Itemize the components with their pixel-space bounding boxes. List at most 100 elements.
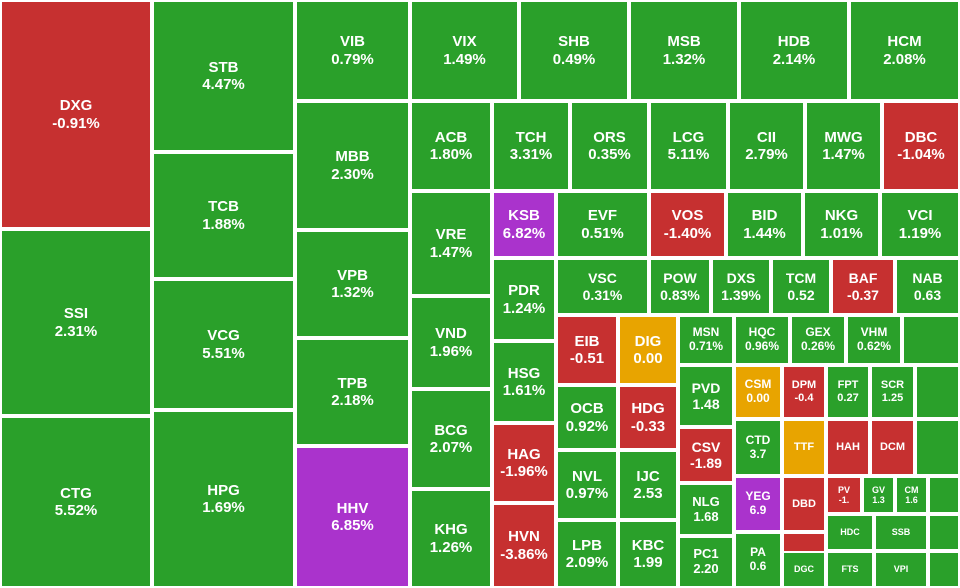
cell-ticker: DBD xyxy=(792,498,816,511)
treemap-cell-ocb[interactable]: OCB0.92% xyxy=(556,385,618,450)
treemap-cell-ssb[interactable]: SSB xyxy=(874,514,928,551)
treemap-cell-dbc[interactable]: DBC-1.04% xyxy=(882,101,960,191)
treemap-cell-mwg[interactable]: MWG1.47% xyxy=(805,101,882,191)
cell-percent: 5.51% xyxy=(202,345,245,362)
cell-percent: -1. xyxy=(839,495,850,505)
treemap-cell-pc1[interactable]: PC12.20 xyxy=(678,536,734,588)
treemap-cell-yeg[interactable]: YEG6.9 xyxy=(734,476,782,532)
treemap-cell-hpg[interactable]: HPG1.69% xyxy=(152,410,295,588)
treemap-cell-nlg[interactable]: NLG1.68 xyxy=(678,483,734,536)
treemap-cell-ttf[interactable]: TTF xyxy=(782,419,826,476)
treemap-cell-dcm[interactable]: DCM xyxy=(870,419,915,476)
treemap-cell-fpt[interactable]: FPT0.27 xyxy=(826,365,870,419)
treemap-cell-shb[interactable]: SHB0.49% xyxy=(519,0,629,101)
treemap-cell-tpb[interactable]: TPB2.18% xyxy=(295,338,410,446)
treemap-cell-dxs[interactable]: DXS1.39% xyxy=(711,258,771,315)
treemap-cell-pow[interactable]: POW0.83% xyxy=(649,258,711,315)
treemap-cell-hdc[interactable]: HDC xyxy=(826,514,874,551)
cell-percent: -1.04% xyxy=(897,146,945,163)
treemap-cell[interactable] xyxy=(902,315,960,365)
treemap-cell-eib[interactable]: EIB-0.51 xyxy=(556,315,618,385)
cell-percent: 0.92% xyxy=(566,418,609,435)
treemap-cell-hqc[interactable]: HQC0.96% xyxy=(734,315,790,365)
treemap-cell-stb[interactable]: STB4.47% xyxy=(152,0,295,152)
treemap-cell-fts[interactable]: FTS xyxy=(826,551,874,588)
treemap-cell-tch[interactable]: TCH3.31% xyxy=(492,101,570,191)
cell-ticker: GEX xyxy=(805,326,830,340)
treemap-cell-vci[interactable]: VCI1.19% xyxy=(880,191,960,258)
treemap-cell-hsg[interactable]: HSG1.61% xyxy=(492,341,556,423)
treemap-cell[interactable] xyxy=(915,365,960,419)
treemap-cell-mbb[interactable]: MBB2.30% xyxy=(295,101,410,230)
treemap-cell-kbc[interactable]: KBC1.99 xyxy=(618,520,678,588)
treemap-cell-tcm[interactable]: TCM0.52 xyxy=(771,258,831,315)
treemap-cell-hhv[interactable]: HHV6.85% xyxy=(295,446,410,588)
treemap-cell-hag[interactable]: HAG-1.96% xyxy=(492,423,556,503)
treemap-cell-vpi[interactable]: VPI xyxy=(874,551,928,588)
treemap-cell-lcg[interactable]: LCG5.11% xyxy=(649,101,728,191)
treemap-cell-nvl[interactable]: NVL0.97% xyxy=(556,450,618,520)
cell-ticker: BAF xyxy=(849,270,878,286)
treemap-cell-vsc[interactable]: VSC0.31% xyxy=(556,258,649,315)
treemap-cell-dpm[interactable]: DPM-0.4 xyxy=(782,365,826,419)
treemap-cell-msb[interactable]: MSB1.32% xyxy=(629,0,739,101)
cell-percent: -1.96% xyxy=(500,463,548,480)
treemap-cell-pvd[interactable]: PVD1.48 xyxy=(678,365,734,427)
treemap-cell-bcg[interactable]: BCG2.07% xyxy=(410,389,492,489)
cell-ticker: EVF xyxy=(588,207,617,224)
treemap-cell-vpb[interactable]: VPB1.32% xyxy=(295,230,410,338)
treemap-cell-pv[interactable]: PV-1. xyxy=(826,476,862,514)
treemap-cell[interactable] xyxy=(928,551,960,588)
treemap-cell-ssi[interactable]: SSI2.31% xyxy=(0,229,152,416)
cell-percent: -0.51 xyxy=(570,350,604,367)
treemap-cell-baf[interactable]: BAF-0.37 xyxy=(831,258,895,315)
treemap-cell-lpb[interactable]: LPB2.09% xyxy=(556,520,618,588)
treemap-cell-hcm[interactable]: HCM2.08% xyxy=(849,0,960,101)
treemap-cell-hdg[interactable]: HDG-0.33 xyxy=(618,385,678,450)
treemap-cell-dgc[interactable]: DGC xyxy=(782,551,826,588)
treemap-cell-vix[interactable]: VIX1.49% xyxy=(410,0,519,101)
cell-percent: 2.07% xyxy=(430,439,473,456)
treemap-cell-msn[interactable]: MSN0.71% xyxy=(678,315,734,365)
treemap-cell-hvn[interactable]: HVN-3.86% xyxy=(492,503,556,588)
treemap-cell-pdr[interactable]: PDR1.24% xyxy=(492,258,556,341)
treemap-cell-nab[interactable]: NAB0.63 xyxy=(895,258,960,315)
treemap-cell-evf[interactable]: EVF0.51% xyxy=(556,191,649,258)
cell-percent: 3.7 xyxy=(750,448,767,462)
treemap-cell-vre[interactable]: VRE1.47% xyxy=(410,191,492,296)
treemap-cell[interactable] xyxy=(915,419,960,476)
treemap-cell[interactable] xyxy=(928,514,960,551)
treemap-cell-khg[interactable]: KHG1.26% xyxy=(410,489,492,588)
treemap-cell-csv[interactable]: CSV-1.89 xyxy=(678,427,734,483)
treemap-cell-gv[interactable]: GV1.3 xyxy=(862,476,895,514)
treemap-cell-vos[interactable]: VOS-1.40% xyxy=(649,191,726,258)
cell-ticker: STB xyxy=(209,59,239,76)
treemap-cell-bid[interactable]: BID1.44% xyxy=(726,191,803,258)
treemap-cell-vnd[interactable]: VND1.96% xyxy=(410,296,492,389)
treemap-cell-scr[interactable]: SCR1.25 xyxy=(870,365,915,419)
treemap-cell-cm[interactable]: CM1.6 xyxy=(895,476,928,514)
treemap-cell-pa[interactable]: PA0.6 xyxy=(734,532,782,588)
treemap-cell[interactable] xyxy=(928,476,960,514)
treemap-cell-ijc[interactable]: IJC2.53 xyxy=(618,450,678,520)
treemap-cell-ctd[interactable]: CTD3.7 xyxy=(734,419,782,476)
treemap-cell-vcg[interactable]: VCG5.51% xyxy=(152,279,295,410)
cell-ticker: PVD xyxy=(692,380,721,396)
treemap-cell-gex[interactable]: GEX0.26% xyxy=(790,315,846,365)
treemap-cell-dig[interactable]: DIG0.00 xyxy=(618,315,678,385)
treemap-cell-ctg[interactable]: CTG5.52% xyxy=(0,416,152,588)
treemap-cell-ksb[interactable]: KSB6.82% xyxy=(492,191,556,258)
treemap-cell-hah[interactable]: HAH xyxy=(826,419,870,476)
treemap-cell-ors[interactable]: ORS0.35% xyxy=(570,101,649,191)
treemap-cell-tcb[interactable]: TCB1.88% xyxy=(152,152,295,279)
treemap-cell-dxg[interactable]: DXG-0.91% xyxy=(0,0,152,229)
treemap-cell-acb[interactable]: ACB1.80% xyxy=(410,101,492,191)
treemap-cell-hdb[interactable]: HDB2.14% xyxy=(739,0,849,101)
treemap-cell-nkg[interactable]: NKG1.01% xyxy=(803,191,880,258)
treemap-cell-cii[interactable]: CII2.79% xyxy=(728,101,805,191)
cell-ticker: FTS xyxy=(842,564,859,574)
treemap-cell-vib[interactable]: VIB0.79% xyxy=(295,0,410,101)
treemap-cell-vhm[interactable]: VHM0.62% xyxy=(846,315,902,365)
treemap-cell-dbd[interactable]: DBD xyxy=(782,476,826,532)
treemap-cell-csm[interactable]: CSM0.00 xyxy=(734,365,782,419)
